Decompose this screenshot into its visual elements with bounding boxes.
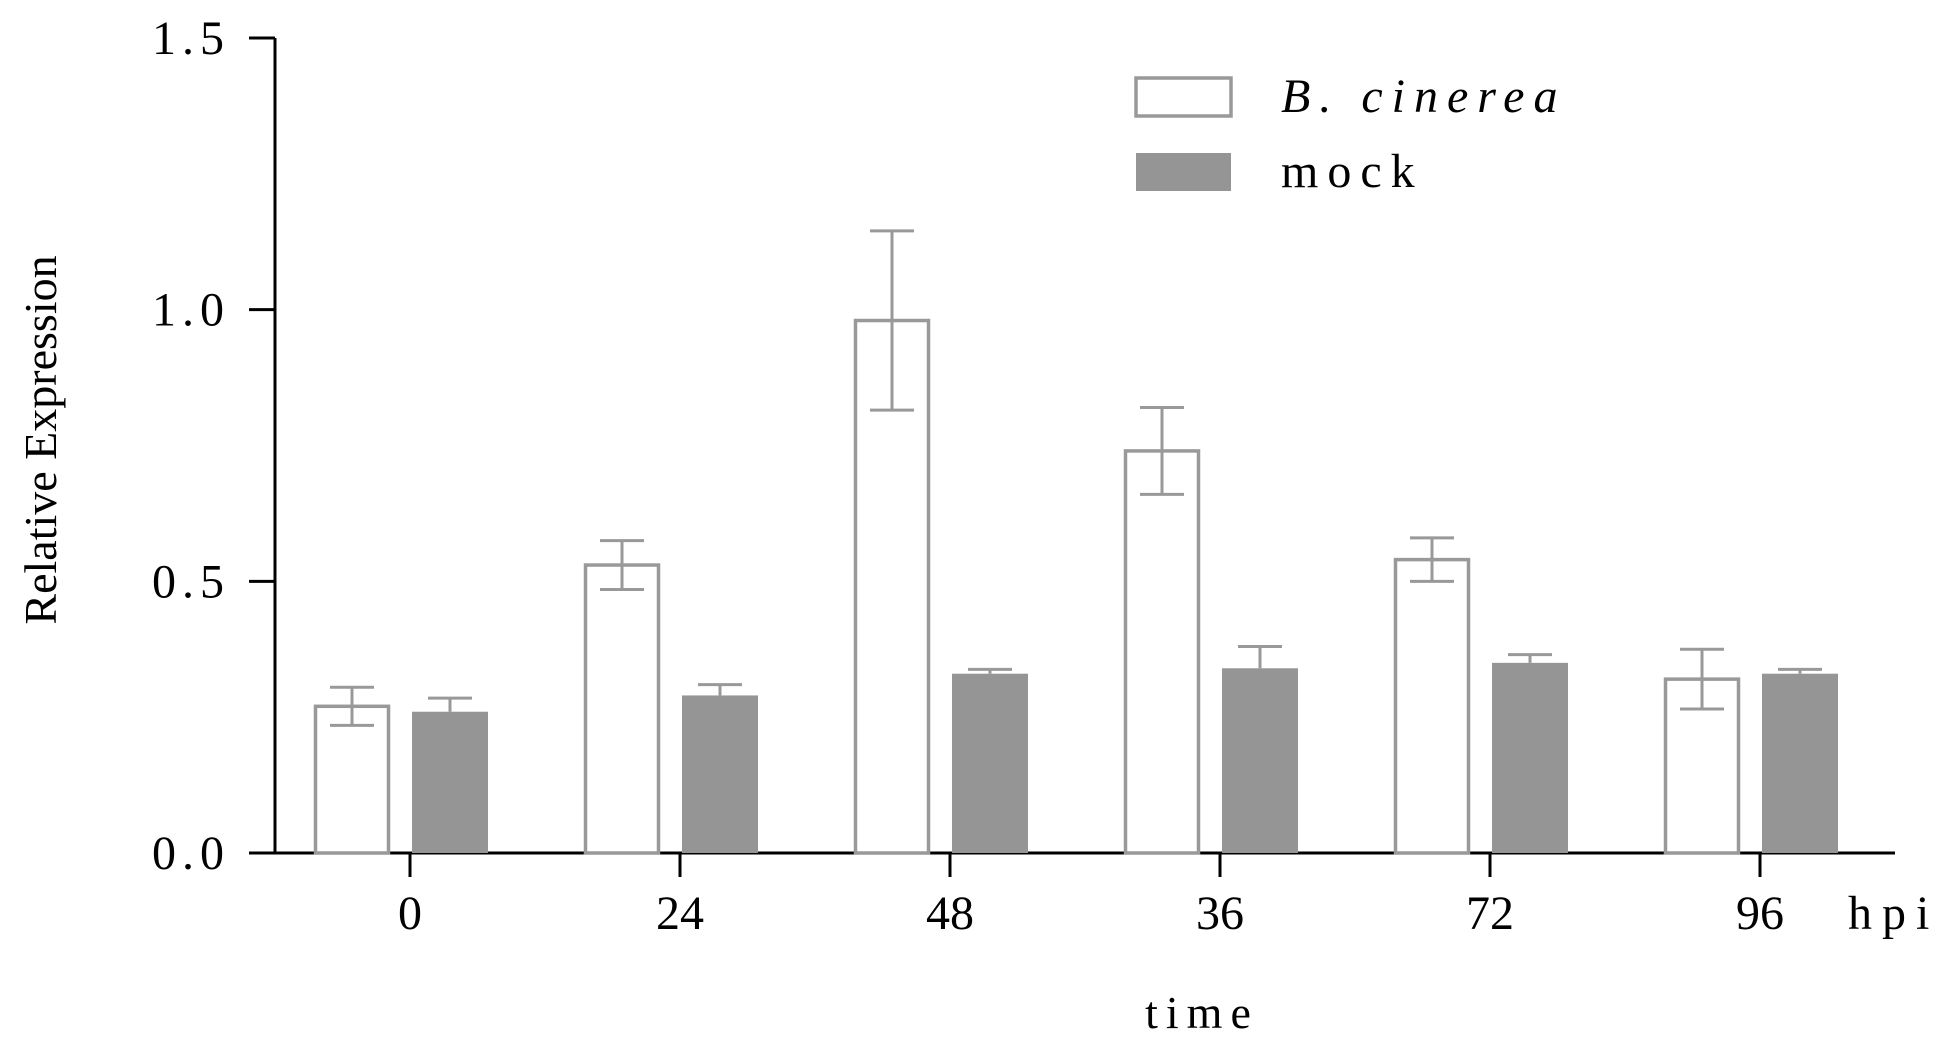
bar-mock: [1222, 668, 1298, 853]
x-tick-label: 72: [1466, 887, 1514, 940]
x-tick-label: 36: [1196, 887, 1244, 940]
legend-label-mock: mock: [1281, 145, 1424, 198]
bar-b-cinerea: [583, 563, 661, 855]
y-axis-title: Relative Expression: [15, 255, 66, 624]
bar-mock: [682, 695, 758, 853]
bars: [313, 229, 1838, 855]
bar-b-cinerea: [313, 704, 391, 855]
x-tick-label: 24: [656, 887, 704, 940]
y-tick-label: 1.0: [152, 284, 230, 337]
y-tick-label: 1.5: [152, 12, 230, 65]
bar-b-cinerea: [1393, 557, 1471, 855]
y-tick-label: 0.5: [152, 555, 230, 608]
x-tick-label: 48: [926, 887, 974, 940]
x-tick-label: 0: [398, 887, 422, 940]
bar-b-cinerea: [1123, 449, 1201, 855]
bar-mock: [1762, 673, 1838, 853]
bar-mock: [952, 673, 1028, 853]
x-axis-title: time: [1145, 987, 1259, 1038]
axes: 0.0 0.5 1.0 1.5 0 24 48 36 72 96: [152, 12, 1895, 940]
legend-swatch-mock: [1136, 153, 1231, 191]
y-tick-label: 0.0: [152, 827, 230, 880]
x-tick-label: 96: [1736, 887, 1784, 940]
legend-label-b-cinerea: B. cinerea: [1281, 70, 1566, 123]
x-axis-unit: hpi: [1848, 887, 1939, 940]
bar-mock: [1492, 662, 1568, 853]
legend: B. cinerea mock: [1134, 70, 1566, 198]
bar-mock: [412, 711, 488, 853]
legend-swatch-b-cinerea: [1134, 76, 1233, 118]
labels: time Relative Expression hpi: [15, 255, 1939, 1038]
